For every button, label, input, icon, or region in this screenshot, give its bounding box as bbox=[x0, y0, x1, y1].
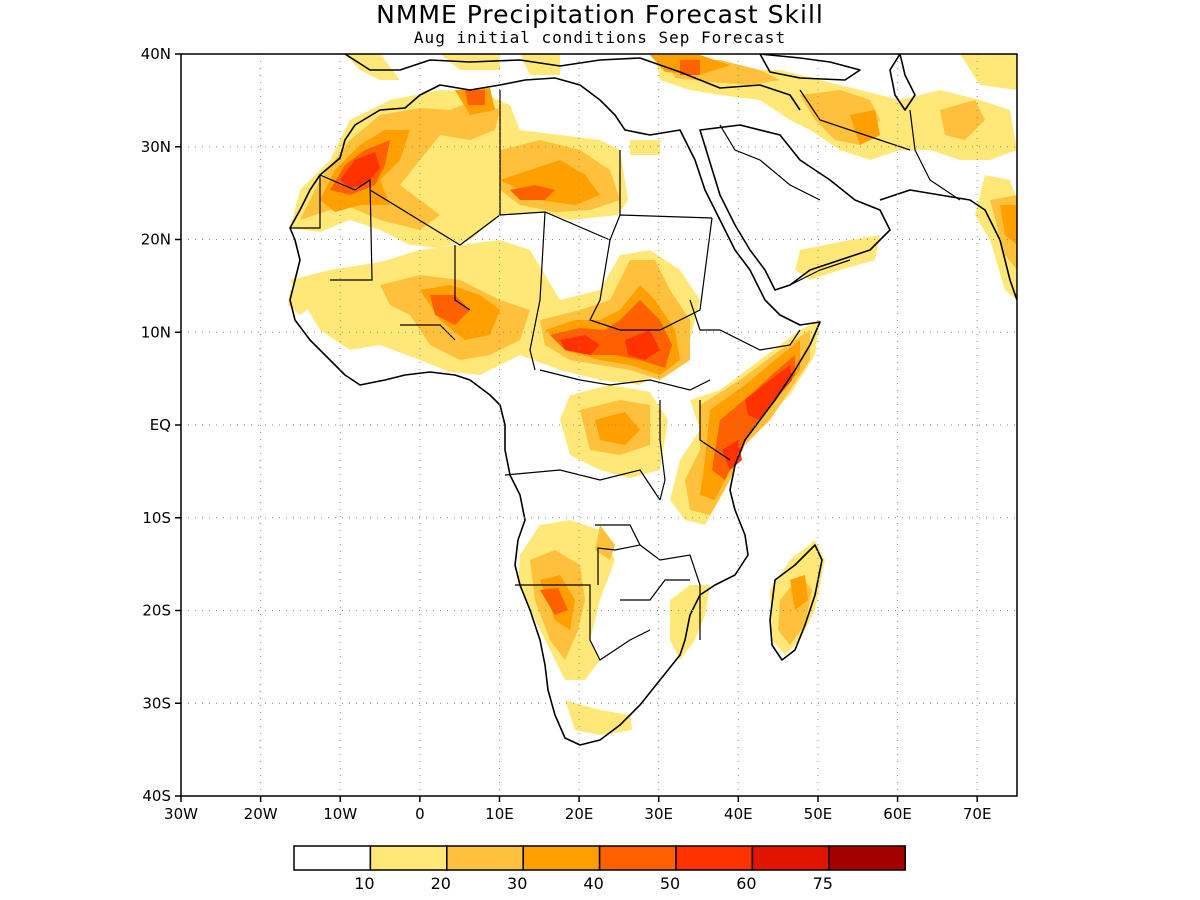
lat-tick-label: 30S bbox=[142, 694, 171, 712]
caspian bbox=[889, 54, 916, 111]
colorbar-label: 10 bbox=[354, 874, 374, 893]
lon-tick-label: 40E bbox=[724, 805, 753, 823]
madagascar-outline bbox=[769, 544, 823, 661]
colorbar-swatch bbox=[828, 845, 906, 871]
lon-tick-label: 20W bbox=[244, 805, 278, 823]
colorbar-swatch bbox=[446, 845, 524, 871]
lon-tick-label: 20E bbox=[565, 805, 594, 823]
africa-outline bbox=[289, 77, 821, 746]
colorbar-swatch bbox=[598, 845, 677, 871]
arabia-outline bbox=[699, 124, 891, 291]
lat-tick-label: 20N bbox=[141, 231, 171, 249]
colorbar-label: 40 bbox=[583, 874, 603, 893]
lon-tick-label: 70E bbox=[963, 805, 992, 823]
colorbar-swatch bbox=[369, 845, 448, 871]
colorbar-swatch bbox=[293, 845, 372, 871]
lat-tick-label: 10S bbox=[142, 509, 171, 527]
lon-tick-label: 0 bbox=[415, 805, 425, 823]
iran-india-coast bbox=[879, 189, 1017, 301]
colorbar-label: 30 bbox=[507, 874, 527, 893]
lat-tick-label: EQ bbox=[150, 416, 171, 434]
lon-tick-label: 50E bbox=[804, 805, 833, 823]
colorbar-label: 75 bbox=[813, 874, 833, 893]
lat-tick-label: 30N bbox=[141, 138, 171, 156]
colorbar: 10 20 30 40 50 60 75 bbox=[293, 845, 906, 893]
lon-tick-label: 30E bbox=[644, 805, 673, 823]
colorbar-label: 50 bbox=[660, 874, 680, 893]
map-subtitle: Aug initial conditions Sep Forecast bbox=[413, 28, 787, 47]
lat-tick-label: 40N bbox=[141, 45, 171, 63]
coastlines bbox=[289, 54, 1017, 746]
colorbar-swatch bbox=[522, 845, 601, 871]
colorbar-label: 20 bbox=[431, 874, 451, 893]
colorbar-swatch bbox=[751, 845, 830, 871]
skill-shading bbox=[288, 54, 1017, 735]
colorbar-label: 60 bbox=[736, 874, 756, 893]
colorbar-swatch bbox=[675, 845, 754, 871]
lon-tick-label: 60E bbox=[883, 805, 912, 823]
lon-tick-label: 10W bbox=[323, 805, 357, 823]
black-sea bbox=[759, 54, 861, 81]
map-grid bbox=[181, 54, 1017, 796]
lat-tick-label: 20S bbox=[142, 602, 171, 620]
lon-tick-label: 30W bbox=[164, 805, 198, 823]
mediterranean-north bbox=[344, 54, 801, 111]
map-title: NMME Precipitation Forecast Skill bbox=[376, 0, 824, 29]
lat-tick-label: 10N bbox=[141, 323, 171, 341]
lat-tick-label: 40S bbox=[142, 787, 171, 805]
country-borders bbox=[290, 89, 961, 661]
lon-tick-label: 10E bbox=[485, 805, 514, 823]
